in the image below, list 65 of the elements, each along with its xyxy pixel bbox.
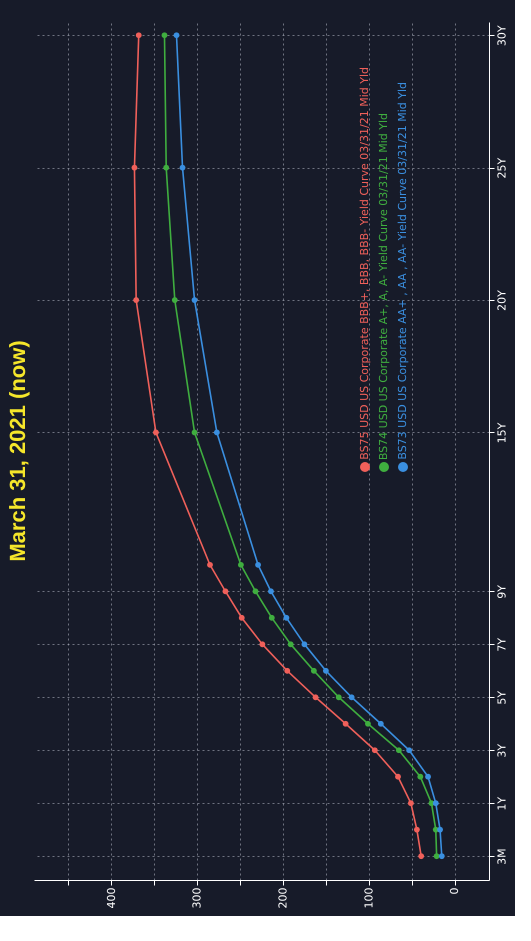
text: BS75 USD US Corporate BBB+, BBB, BBB- Yield Curve 03/31/21 Mid Yld bbox=[358, 67, 371, 460]
point bbox=[192, 430, 198, 436]
point bbox=[336, 694, 342, 700]
point bbox=[255, 562, 261, 568]
y-tick-label: 20Y bbox=[496, 290, 508, 311]
point bbox=[378, 720, 384, 727]
point bbox=[192, 297, 198, 303]
point bbox=[342, 720, 349, 727]
point bbox=[438, 853, 445, 860]
point bbox=[238, 562, 244, 568]
point bbox=[310, 668, 317, 674]
point bbox=[268, 588, 274, 594]
point bbox=[222, 588, 228, 594]
x-tick-label: 200 bbox=[276, 888, 290, 908]
point bbox=[348, 694, 355, 700]
point bbox=[162, 32, 168, 38]
point bbox=[406, 747, 412, 754]
point bbox=[252, 588, 258, 594]
point bbox=[372, 747, 378, 754]
point bbox=[322, 668, 329, 674]
point bbox=[434, 853, 440, 860]
x-tick-label: 100 bbox=[362, 888, 376, 908]
point bbox=[396, 747, 402, 754]
point bbox=[288, 641, 294, 648]
point bbox=[163, 164, 170, 171]
point bbox=[414, 826, 420, 833]
point bbox=[238, 614, 245, 621]
y-tick-label: 15Y bbox=[496, 422, 508, 444]
point bbox=[152, 430, 159, 436]
x-tick-label: 300 bbox=[190, 888, 204, 908]
point bbox=[207, 562, 213, 568]
point bbox=[365, 720, 371, 727]
point bbox=[418, 853, 424, 860]
point bbox=[417, 774, 424, 780]
point bbox=[259, 641, 266, 648]
y-tick-label: 25Y bbox=[496, 158, 508, 179]
point bbox=[425, 774, 431, 780]
y-tick-label: 5Y bbox=[496, 690, 508, 705]
point bbox=[132, 164, 138, 171]
point bbox=[133, 297, 140, 303]
text: March 31, 2021 (now) bbox=[5, 340, 30, 562]
point bbox=[268, 614, 275, 621]
point bbox=[408, 800, 414, 806]
point bbox=[432, 800, 439, 806]
point bbox=[180, 164, 186, 171]
point bbox=[284, 668, 290, 674]
y-tick-label: 1Y bbox=[496, 796, 508, 811]
point bbox=[395, 774, 401, 780]
y-tick-label: 30Y bbox=[496, 25, 508, 46]
x-tick-label: 0 bbox=[448, 888, 462, 894]
point bbox=[302, 641, 308, 648]
point bbox=[214, 430, 220, 436]
y-tick-label: 3Y bbox=[496, 744, 508, 758]
text: BS73 USD US Corporate AA+ , AA , AA- Yield Curve 03/31/21 Mid Yld bbox=[396, 82, 409, 460]
point bbox=[172, 297, 178, 303]
text: BS74 USD US Corporate A+, A, A- Yield Curve 03/31/21 Mid Yld bbox=[377, 112, 390, 460]
point bbox=[174, 32, 180, 38]
point bbox=[437, 826, 443, 833]
point bbox=[136, 32, 142, 38]
y-tick-label: 9Y bbox=[496, 584, 508, 599]
x-tick-label: 400 bbox=[104, 888, 118, 908]
y-tick-label: 7Y bbox=[496, 638, 508, 652]
point bbox=[283, 614, 290, 621]
point bbox=[312, 694, 318, 700]
y-tick-label: 3M bbox=[496, 848, 508, 865]
